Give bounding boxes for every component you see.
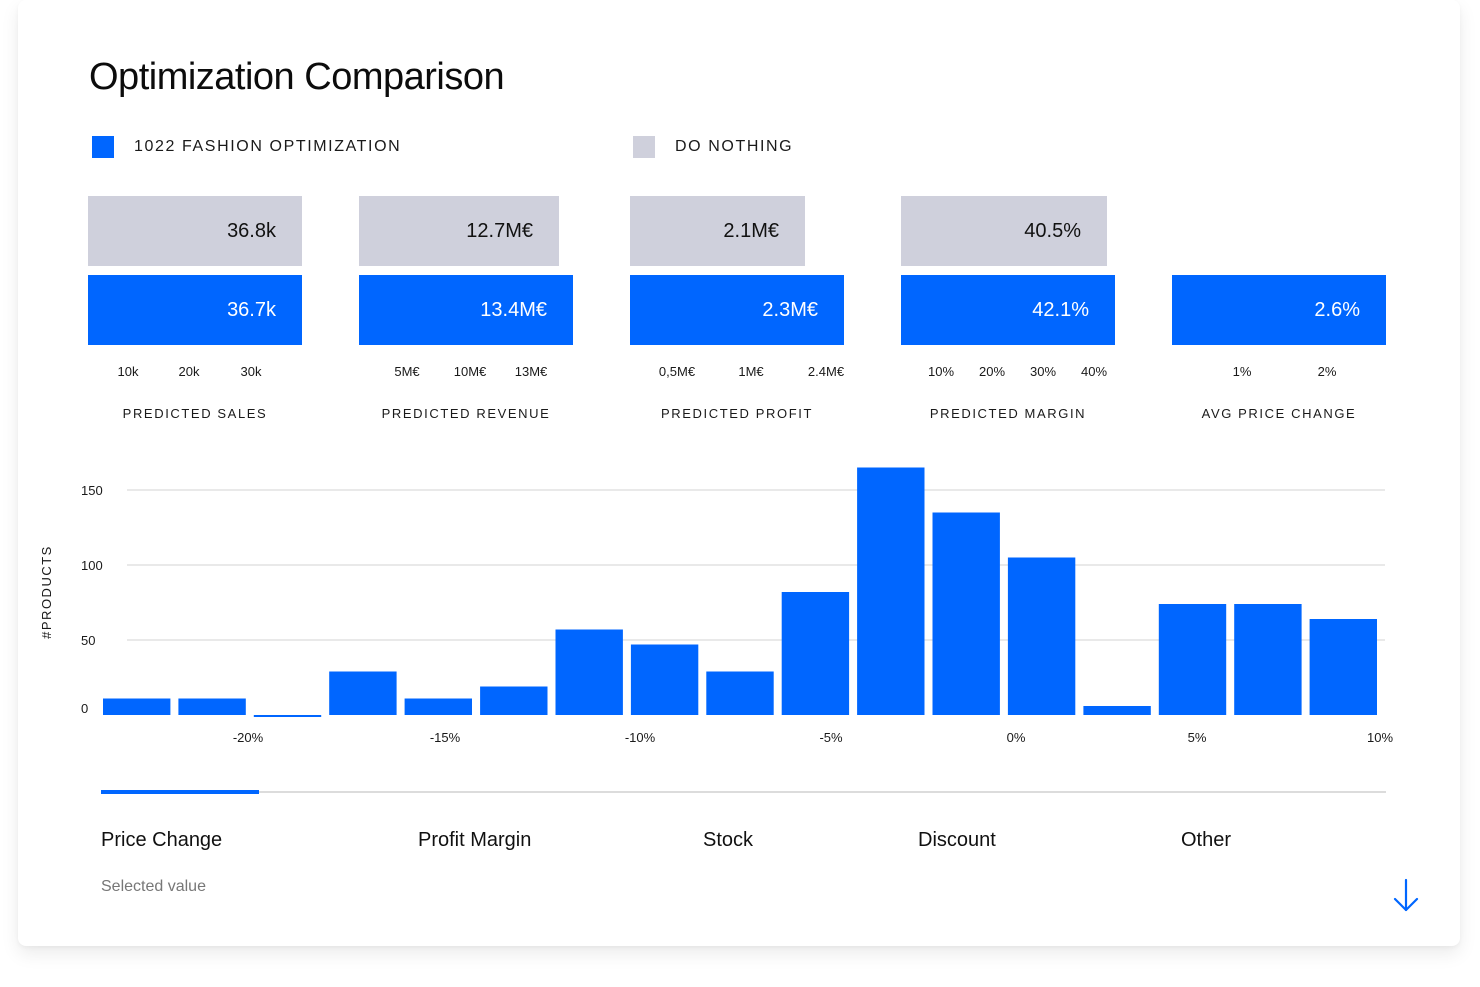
x-tick-label: 5% [1188,730,1207,745]
metric-label: PREDICTED MARGIN [929,406,1087,421]
histogram-bar[interactable] [781,592,850,715]
tab-discount[interactable]: Discount [918,829,996,851]
metric-tick: 0,5M€ [658,364,696,379]
metric-tick: 13M€ [514,364,548,379]
y-tick-label: 0 [81,701,88,716]
metric-tick: 20k [178,364,200,379]
metric-tick: 10% [927,364,955,379]
tab-profit-margin[interactable]: Profit Margin [418,829,532,851]
histogram-bar[interactable] [932,512,1000,716]
metric-label: PREDICTED SALES [122,406,268,421]
histogram-bar[interactable] [404,698,472,716]
active-tab-indicator [101,790,259,794]
metric-tick: 5M€ [394,364,420,379]
chart-bars [103,467,1377,717]
histogram-bar[interactable] [857,467,925,716]
metric-tick: 2.4M€ [807,364,845,379]
legend-label-do-nothing: DO NOTHING [675,138,794,155]
histogram-bar[interactable] [1083,706,1151,715]
comparison-card [18,0,1460,946]
metric-ticks: 0,5M€ 1M€ 2.4M€ [630,364,844,380]
metric-label: PREDICTED REVENUE [381,406,551,421]
legend-label-optimization: 1022 FASHION OPTIMIZATION [134,138,402,155]
tabs-track [101,791,1386,793]
metric-ticks: 10% 20% 30% 40% [901,364,1115,380]
metric-label: PREDICTED PROFIT [661,406,813,421]
metric-ticks: 10k 20k 30k [88,364,302,380]
histogram-bar[interactable] [329,671,397,716]
metric-tick: 20% [978,364,1006,379]
x-tick-label: -5% [819,730,843,745]
x-tick-label: -20% [233,730,264,745]
tab-stock[interactable]: Stock [703,829,754,851]
y-tick-label: 50 [81,633,95,648]
optimization-bar: 13.4M€ [359,275,573,345]
metric-ticks: 1% 2% [1172,364,1386,380]
histogram-bar[interactable] [1158,604,1227,715]
selected-value-label: Selected value [101,878,206,895]
histogram-bar[interactable] [555,629,623,716]
do-nothing-bar: 36.8k [88,196,302,266]
histogram-bar[interactable] [1234,604,1302,715]
x-tick-label: 0% [1007,730,1026,745]
histogram-bar[interactable] [630,644,699,716]
optimization-bar: 2.3M€ [630,275,844,345]
metric-ticks: 5M€ 10M€ 13M€ [359,364,573,380]
x-tick-label: -15% [430,730,461,745]
do-nothing-bar: 2.1M€ [630,196,805,266]
histogram-bar[interactable] [480,686,548,716]
optimization-bar: 2.6% [1172,275,1386,345]
metric-tick: 30% [1029,364,1057,379]
arrow-down-icon[interactable] [1390,878,1422,914]
price-change-histogram: 0 50 100 150 #PRODUCTS -20% -15% -10% -5% 0% 5% 1… [39,467,1394,745]
metric-tick: 10k [117,364,139,379]
legend-item-optimization: 1022 FASHION OPTIMIZATION [92,136,401,158]
optimization-bar: 42.1% [901,275,1115,345]
y-tick-labels: 0 50 100 150 [81,483,103,716]
do-nothing-bar: 40.5% [901,196,1107,266]
legend-swatch-do-nothing [633,136,655,158]
y-tick-label: 100 [81,558,103,573]
do-nothing-bar: 12.7M€ [359,196,559,266]
histogram-bar[interactable] [253,715,322,717]
legend-item-do-nothing: DO NOTHING [633,136,793,158]
tab-other[interactable]: Other [1181,829,1232,851]
optimization-bar: 36.7k [88,275,302,345]
histogram-bar[interactable] [103,698,171,716]
histogram-bar[interactable] [1309,619,1377,715]
tab-price-change[interactable]: Price Change [101,829,223,851]
legend-swatch-optimization [92,136,114,158]
metric-tick: 10M€ [453,364,487,379]
x-tick-label: -10% [625,730,656,745]
metric-label: AVG PRICE CHANGE [1201,406,1357,421]
metric-tick: 1M€ [738,364,764,379]
histogram-bar[interactable] [706,671,774,716]
x-tick-labels: -20% -15% -10% -5% 0% 5% 10% [233,730,1394,745]
metric-tick: 30k [240,364,262,379]
histogram-bar[interactable] [1007,557,1076,716]
y-axis-label: #PRODUCTS [39,545,54,639]
y-tick-label: 150 [81,483,103,498]
page-title: Optimization Comparison [89,56,505,98]
x-tick-label: 10% [1367,730,1393,745]
metric-tick: 40% [1080,364,1108,379]
metric-tick: 1% [1232,364,1252,379]
metric-tick: 2% [1317,364,1337,379]
histogram-bar[interactable] [178,698,246,716]
